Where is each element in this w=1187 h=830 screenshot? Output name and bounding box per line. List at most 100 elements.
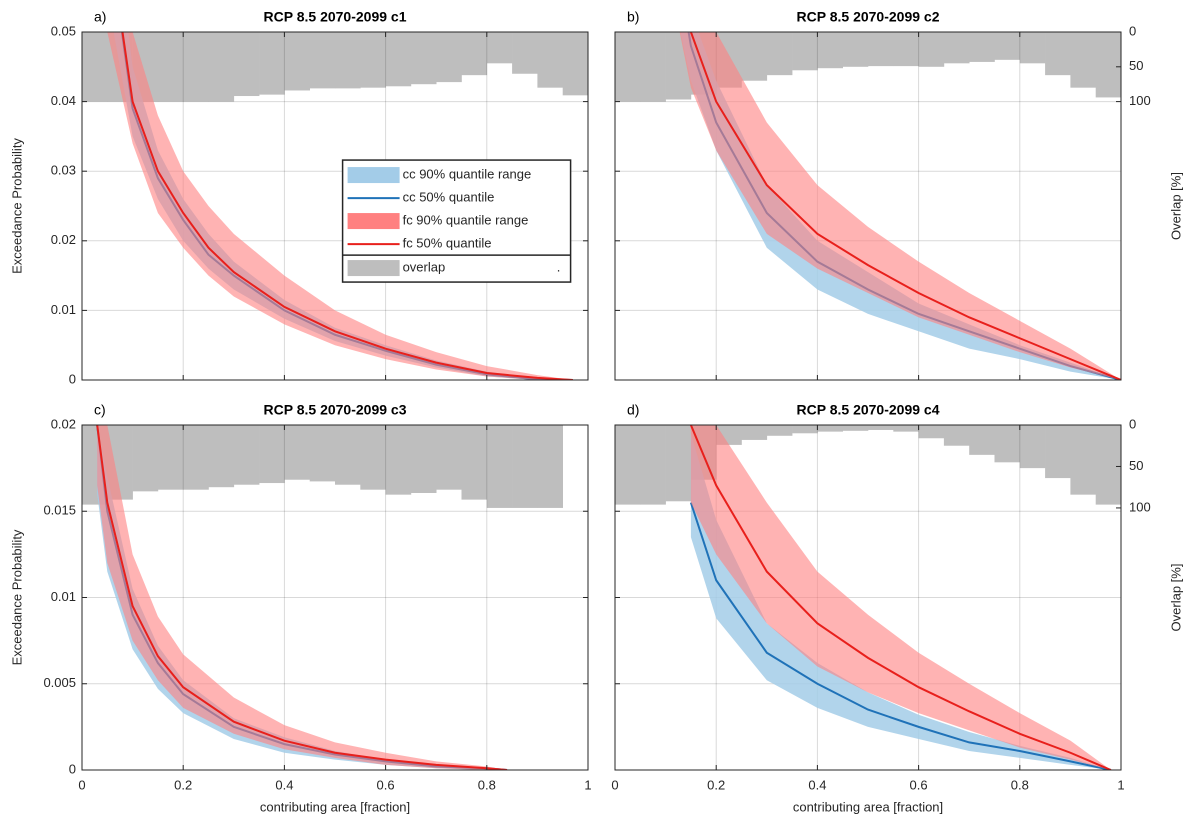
panel-label: b) [627, 9, 639, 25]
x-tick-label: 0.4 [808, 777, 826, 792]
y-tick-label: 0.05 [51, 23, 76, 38]
overlap-bar [537, 425, 563, 508]
x-tick-label: 1 [1117, 777, 1124, 792]
legend-swatch [347, 213, 400, 230]
overlap-bar [766, 32, 793, 76]
overlap-bar [233, 425, 260, 485]
y-tick-label: 0.02 [51, 232, 76, 247]
x-tick-label: 0.6 [910, 777, 928, 792]
x-tick-label: 0.6 [377, 777, 395, 792]
y-tick-label: 0.02 [51, 416, 76, 431]
overlap-bar [1045, 32, 1071, 76]
overlap-bar [766, 425, 793, 436]
overlap-bar [132, 425, 159, 492]
axes-frame [614, 31, 1122, 381]
overlap-bar [385, 425, 412, 495]
x-tick-label: 0.2 [707, 777, 725, 792]
overlap-bar [665, 425, 692, 502]
median-line [689, 502, 1112, 770]
panel-label: d) [627, 402, 639, 418]
overlap-bar [360, 425, 386, 490]
x-tick-label: 0.8 [1011, 777, 1029, 792]
median-line [96, 425, 508, 770]
plot-area [615, 32, 1121, 380]
legend-label: cc 90% quantile range [403, 167, 532, 182]
overlap-bar [183, 425, 209, 490]
x-tick-label: 1 [584, 777, 591, 792]
overlap-bar [309, 32, 336, 89]
quantile-band [690, 425, 1111, 770]
quantile-band [107, 32, 573, 380]
quantile-band [97, 425, 508, 770]
overlap-bar [1019, 32, 1046, 64]
y2-tick-label: 100 [1129, 93, 1151, 108]
y2-axis-label: Overlap [%] [1168, 172, 1183, 240]
overlap-bar [741, 425, 768, 440]
overlap-bar [615, 32, 641, 102]
overlap-bar [208, 425, 235, 488]
overlap-bar [792, 425, 818, 434]
y2-tick-label: 100 [1129, 499, 1151, 514]
overlap-bar [1045, 425, 1071, 479]
overlap-bar [943, 32, 970, 64]
overlap-bar [335, 425, 361, 485]
y-tick-label: 0.03 [51, 163, 76, 178]
chart-title: RCP 8.5 2070-2099 c4 [797, 402, 940, 418]
x-tick-label: 0 [611, 777, 618, 792]
x-tick-label: 0 [78, 777, 85, 792]
overlap-bar [868, 425, 894, 430]
chart-title: RCP 8.5 2070-2099 c3 [264, 402, 407, 418]
overlap-bar [360, 32, 386, 88]
x-axis-label: contributing area [fraction] [260, 799, 410, 814]
median-line [689, 425, 1112, 770]
quantile-band [679, 32, 1121, 380]
overlap-bar [868, 32, 894, 67]
chart-title: RCP 8.5 2070-2099 c1 [264, 9, 407, 25]
y-tick-label: 0.015 [43, 503, 76, 518]
overlap-bar [893, 32, 919, 67]
overlap-bar [817, 425, 843, 432]
overlap-bar [615, 425, 641, 505]
overlap-bar [284, 425, 310, 480]
overlap-bar [436, 32, 462, 83]
median-line [689, 32, 1121, 380]
quantile-band [690, 433, 1111, 770]
overlap-bar [512, 32, 538, 74]
overlap-bar [537, 32, 563, 88]
overlap-bar [385, 32, 412, 87]
median-line [121, 32, 573, 380]
x-tick-label: 0.4 [275, 777, 293, 792]
y-tick-label: 0.04 [51, 93, 76, 108]
overlap-bar [969, 32, 995, 62]
plot-area [82, 425, 588, 770]
y-tick-label: 0.01 [51, 589, 76, 604]
overlap-bar [436, 425, 462, 490]
legend-label: cc 50% quantile [403, 190, 495, 205]
panel: 0 50 100 b) RCP 8.5 2070-2099 c2 Overlap [%] [614, 9, 1183, 381]
overlap-bar [817, 32, 843, 69]
overlap-bar [512, 425, 538, 508]
overlap-bar [410, 32, 437, 85]
overlap-bar [309, 425, 336, 482]
y-axis-label: Exceedance Probability [9, 529, 24, 665]
overlap-bar [486, 425, 513, 508]
legend-swatch [347, 260, 400, 277]
y2-tick-label: 50 [1129, 458, 1143, 473]
overlap-bar [486, 32, 513, 64]
overlap-bar [1019, 425, 1046, 469]
overlap-bar [208, 32, 235, 102]
y2-axis-label: Overlap [%] [1168, 564, 1183, 632]
y-tick-label: 0 [69, 371, 76, 386]
overlap-bar [842, 425, 869, 431]
overlap-bar [157, 32, 184, 102]
overlap-bar [259, 32, 285, 95]
x-tick-label: 0.2 [174, 777, 192, 792]
overlap-bar [842, 32, 869, 67]
plot-area [82, 32, 588, 380]
overlap-bar [640, 32, 666, 102]
plot-area [615, 425, 1121, 770]
panel-label: a) [94, 9, 106, 25]
overlap-bar [994, 32, 1021, 60]
panel: 0 0.2 0.4 0.6 0.8 1 0 50 100 d) RCP 8.5 2070-2099 … [611, 402, 1183, 815]
